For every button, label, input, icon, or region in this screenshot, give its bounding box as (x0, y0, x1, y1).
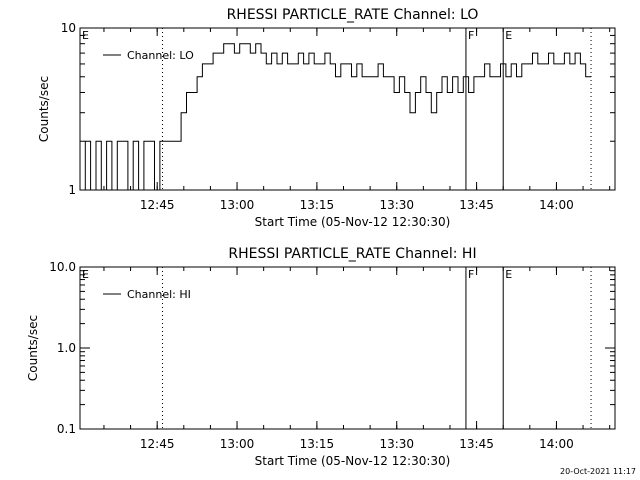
x-tick-label: 13:00 (220, 198, 255, 212)
x-axis-label: Start Time (05-Nov-12 12:30:30) (255, 215, 451, 229)
series-layer (80, 43, 591, 191)
chart-title: RHESSI PARTICLE_RATE Channel: HI (228, 246, 476, 262)
x-tick-label: 12:45 (140, 198, 175, 212)
y-tick-label: 0.1 (57, 422, 76, 436)
x-tick-label: 13:45 (459, 437, 494, 451)
x-axis-label: Start Time (05-Nov-12 12:30:30) (255, 454, 451, 468)
flag-label: E (505, 29, 512, 42)
x-tick-label: 13:30 (379, 437, 414, 451)
x-tick-label: 13:30 (379, 198, 414, 212)
x-tick-label: 12:45 (140, 437, 175, 451)
series-line (80, 43, 591, 191)
y-tick-label: 10.0 (49, 260, 76, 274)
y-tick-label: 1 (68, 183, 76, 197)
y-tick-label: 1.0 (57, 341, 76, 355)
x-tick-label: 13:15 (300, 437, 335, 451)
x-tick-label: 14:00 (539, 437, 574, 451)
chart-panel-hi: RHESSI PARTICLE_RATE Channel: HI Start T… (26, 246, 616, 468)
flag-label: E (82, 29, 89, 42)
legend: Channel: HI (103, 288, 191, 301)
legend: Channel: LO (103, 49, 194, 62)
axis-ticks: 12:45 13:00 13:15 13:30 13:45 14:00 1 10 (61, 21, 615, 212)
y-axis-label: Counts/sec (26, 315, 40, 381)
legend-label: Channel: HI (127, 288, 191, 301)
x-tick-label: 13:00 (220, 437, 255, 451)
plot-frame (79, 27, 616, 191)
flag-label: E (82, 268, 89, 281)
x-tick-label: 13:15 (300, 198, 335, 212)
legend-label: Channel: LO (127, 49, 194, 62)
flag-label: F (468, 29, 474, 42)
x-tick-label: 14:00 (539, 198, 574, 212)
flag-label: E (505, 268, 512, 281)
x-tick-label: 13:45 (459, 198, 494, 212)
timestamp: 20-Oct-2021 11:17 (560, 467, 636, 476)
chart-panel-lo: RHESSI PARTICLE_RATE Channel: LO Start T… (37, 7, 616, 229)
y-tick-label: 10 (61, 21, 76, 35)
y-axis-label: Counts/sec (37, 76, 51, 142)
axis-ticks: 12:45 13:00 13:15 13:30 13:45 14:00 0.1 1.0 10.0 (49, 260, 615, 451)
flag-label: F (468, 268, 474, 281)
chart-title: RHESSI PARTICLE_RATE Channel: LO (227, 7, 479, 23)
